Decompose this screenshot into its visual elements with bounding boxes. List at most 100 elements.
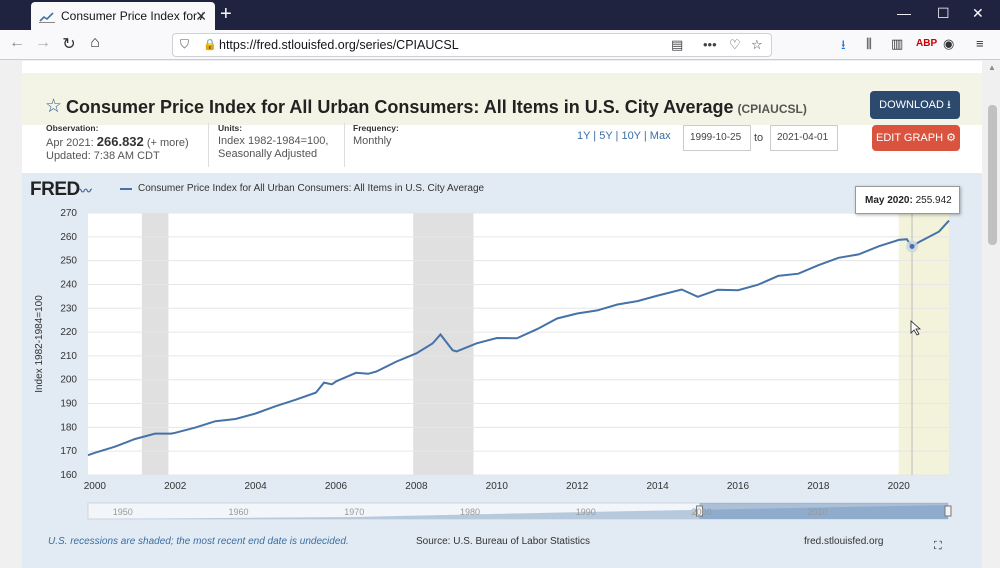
page-scrollbar[interactable]: ▲	[985, 61, 1000, 568]
plot-area	[88, 213, 949, 475]
forward-icon[interactable]: →	[35, 34, 51, 51]
reader-view-icon[interactable]: ▤	[671, 37, 684, 52]
graph-container: 160 170 180 190 200 210 220 230 240 250 260 270 2000…	[22, 173, 982, 568]
adblock-icon[interactable]: ABP	[916, 38, 938, 49]
frequency-block: Frequency: Monthly	[353, 123, 399, 148]
bookmark-star-icon[interactable]: ☆	[751, 37, 763, 52]
browser-tab-bar: Consumer Price Index for All Urban C ✕ +…	[0, 0, 1000, 30]
y-tick-label: 200	[60, 375, 77, 386]
y-tick-label: 250	[60, 256, 77, 267]
fred-favicon-icon	[39, 10, 55, 23]
home-icon[interactable]: ⌂	[90, 34, 100, 51]
address-bar[interactable]: ⛉ 🔒 https://fred.stlouisfed.org/series/C…	[172, 33, 772, 57]
observation-label: Observation:	[46, 123, 99, 133]
observation-date: Apr 2021:	[46, 137, 94, 149]
navigator-year-label: 1960	[228, 507, 248, 517]
site-link[interactable]: fred.stlouisfed.org	[804, 536, 884, 547]
x-tick-label: 2014	[646, 481, 669, 492]
y-tick-label: 220	[60, 327, 77, 338]
pocket-icon[interactable]: ♡	[729, 37, 741, 52]
navigator-year-label: 2000	[691, 507, 711, 517]
series-id: (CPIAUCSL)	[737, 102, 807, 116]
more-observations-link[interactable]: (+ more)	[146, 137, 189, 149]
edit-graph-label: EDIT GRAPH	[876, 132, 944, 144]
tab-title: Consumer Price Index for All Urban C	[61, 9, 203, 23]
x-tick-label: 2004	[244, 481, 267, 492]
tooltip-value: 255.942	[915, 195, 952, 206]
end-date-input[interactable]: 2021-04-01	[770, 125, 838, 151]
y-tick-label: 210	[60, 351, 77, 362]
units-block: Units: Index 1982-1984=100, Seasonally A…	[218, 123, 328, 161]
navigator-year-label: 1980	[460, 507, 480, 517]
close-window-icon[interactable]: ✕	[972, 5, 984, 21]
y-tick-label: 180	[60, 422, 77, 433]
x-tick-label: 2008	[405, 481, 428, 492]
navigator-year-label: 1970	[344, 507, 364, 517]
y-tick-label: 190	[60, 399, 77, 410]
x-tick-label: 2016	[727, 481, 750, 492]
frequency-label: Frequency:	[353, 123, 399, 133]
browser-tab[interactable]: Consumer Price Index for All Urban C ✕	[31, 2, 215, 30]
tooltip-date: May 2020:	[865, 195, 913, 206]
x-tick-label: 2020	[888, 481, 911, 492]
start-date-input[interactable]: 1999-10-25	[683, 125, 751, 151]
recession-note: U.S. recessions are shaded; the most rec…	[48, 536, 349, 547]
hover-point	[909, 243, 915, 249]
page-actions-icon[interactable]: •••	[703, 37, 717, 52]
source-note[interactable]: Source: U.S. Bureau of Labor Statistics	[416, 536, 590, 547]
navigator-handle-right	[944, 505, 952, 517]
menu-icon[interactable]: ≡	[976, 36, 984, 51]
lock-icon[interactable]: 🔒	[203, 39, 217, 51]
new-tab-icon[interactable]: +	[220, 3, 232, 25]
maximize-icon[interactable]: ☐	[937, 5, 950, 21]
observation-block: Observation: Apr 2021: 266.832 (+ more) …	[46, 123, 189, 163]
library-icon[interactable]: ⫼	[866, 36, 872, 51]
updated-time: Updated: 7:38 AM CDT	[46, 150, 160, 162]
back-icon[interactable]: ←	[9, 34, 25, 51]
y-tick-label: 270	[60, 208, 77, 219]
reload-icon[interactable]: ↻	[62, 36, 76, 53]
gear-icon: ⚙	[946, 132, 956, 144]
legend-swatch	[120, 187, 132, 190]
x-tick-label: 2002	[164, 481, 187, 492]
url-text[interactable]: https://fred.stlouisfed.org/series/CPIAU…	[219, 38, 459, 52]
scroll-up-icon[interactable]: ▲	[988, 63, 996, 72]
sidebar-icon[interactable]: ▥	[891, 36, 904, 51]
units-label: Units:	[218, 123, 243, 133]
divider	[208, 123, 209, 167]
minimize-icon[interactable]: —	[897, 5, 911, 21]
recession-band	[413, 213, 474, 475]
chart-legend: Consumer Price Index for All Urban Consu…	[120, 183, 484, 194]
page-content: ☆ Consumer Price Index for All Urban Con…	[22, 61, 982, 568]
fred-logo-chart-icon: 〰	[79, 184, 92, 198]
hover-highlight-band	[898, 213, 949, 475]
y-tick-label: 160	[60, 470, 77, 481]
units-line2: Seasonally Adjusted	[218, 148, 318, 160]
fullscreen-icon[interactable]: ⛶	[934, 540, 942, 552]
y-tick-label: 230	[60, 303, 77, 314]
download-label: DOWNLOAD	[879, 99, 944, 111]
fred-logo-text: FRED	[30, 179, 80, 200]
chart-tooltip: May 2020: 255.942	[855, 186, 960, 214]
frequency-value: Monthly	[353, 135, 392, 147]
navigator-year-label: 1950	[113, 507, 133, 517]
browser-nav-bar: ← → ↻ ⌂ ⛉ 🔒 https://fred.stlouisfed.org/…	[0, 30, 1000, 60]
x-tick-label: 2018	[807, 481, 830, 492]
to-label: to	[754, 132, 764, 144]
favorite-star-icon[interactable]: ☆	[45, 96, 63, 117]
cpi-chart[interactable]: 160 170 180 190 200 210 220 230 240 250 260 270 2000…	[22, 173, 982, 568]
x-tick-label: 2010	[486, 481, 509, 492]
scrollbar-thumb[interactable]	[988, 105, 997, 245]
edit-graph-button[interactable]: EDIT GRAPH ⚙	[872, 125, 960, 151]
x-tick-label: 2000	[84, 481, 107, 492]
recession-band	[141, 213, 169, 475]
downloads-icon[interactable]: ⭳	[841, 37, 846, 52]
download-button[interactable]: DOWNLOAD ⭳	[870, 91, 960, 119]
series-title: Consumer Price Index for All Urban Consu…	[66, 97, 807, 118]
date-range-links[interactable]: 1Y | 5Y | 10Y | Max	[577, 130, 671, 142]
close-tab-icon[interactable]: ✕	[195, 8, 207, 24]
y-axis-label: Index 1982-1984=100	[34, 295, 45, 393]
y-tick-label: 260	[60, 232, 77, 243]
tracking-shield-icon[interactable]: ⛉	[180, 37, 190, 51]
account-icon[interactable]: ◉	[943, 36, 955, 51]
